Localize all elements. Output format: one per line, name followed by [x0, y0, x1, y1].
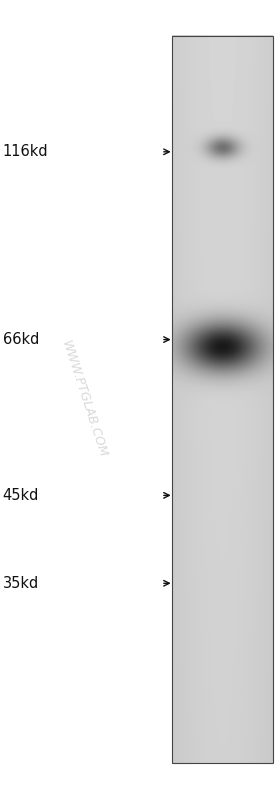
- Text: WWW.PTGLAB.COM: WWW.PTGLAB.COM: [59, 340, 109, 459]
- Bar: [172, 36, 273, 763]
- Text: 35kd: 35kd: [3, 576, 39, 590]
- Text: 45kd: 45kd: [3, 488, 39, 503]
- Text: 66kd: 66kd: [3, 332, 39, 347]
- Text: 116kd: 116kd: [3, 145, 48, 159]
